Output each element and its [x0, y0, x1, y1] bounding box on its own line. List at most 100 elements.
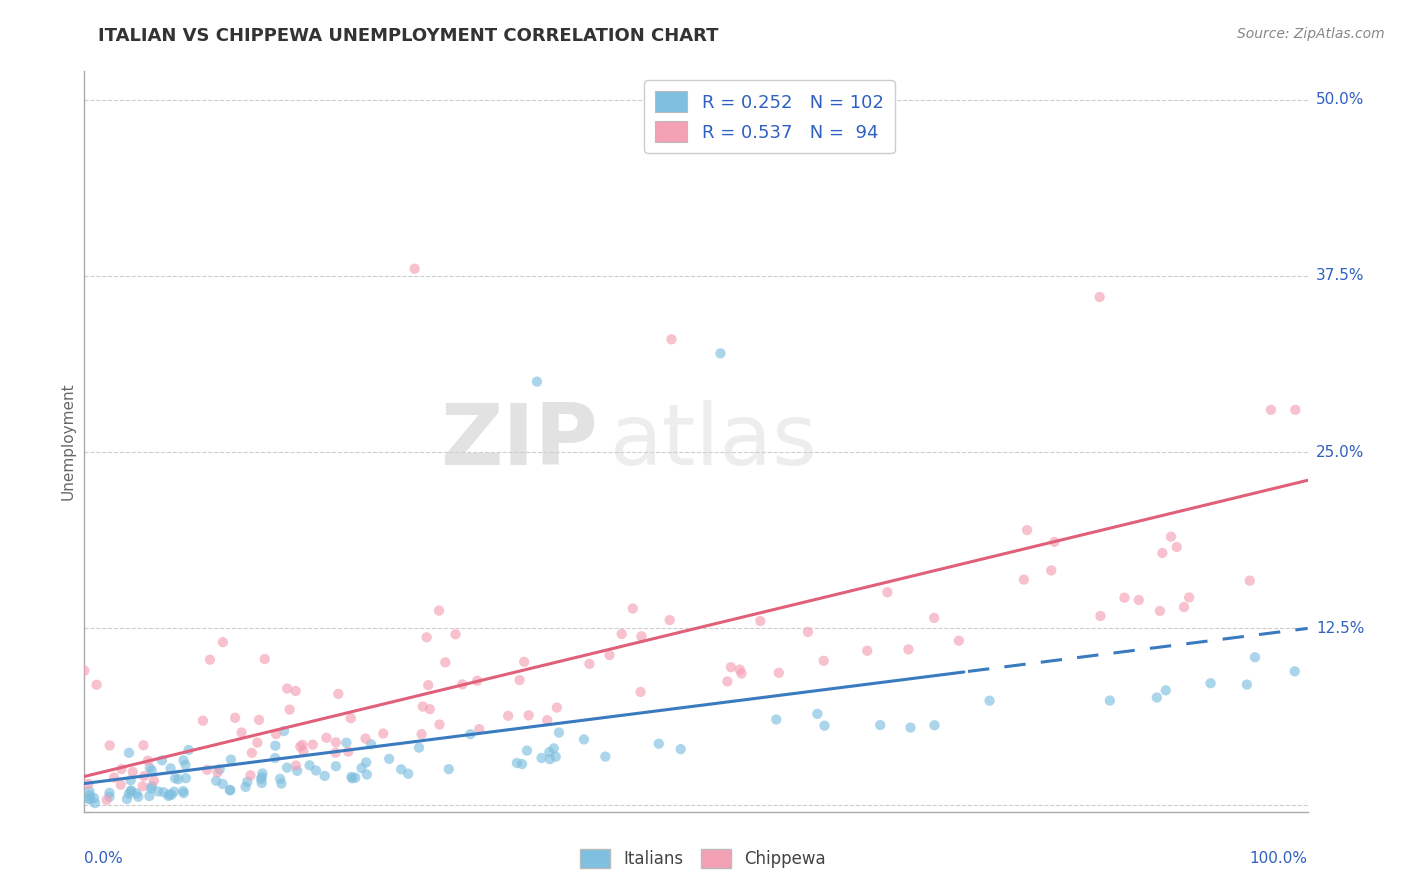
Point — [1149, 604, 1171, 618]
Point — [728, 663, 751, 677]
Point — [173, 786, 195, 800]
Point — [513, 655, 536, 669]
Point — [96, 793, 118, 807]
Point — [900, 721, 922, 735]
Point — [325, 735, 347, 749]
Point — [544, 749, 567, 764]
Point — [768, 665, 790, 680]
Point — [378, 752, 401, 766]
Point — [578, 657, 600, 671]
Text: ZIP: ZIP — [440, 400, 598, 483]
Point — [979, 694, 1001, 708]
Point — [621, 601, 644, 615]
Text: atlas: atlas — [610, 400, 818, 483]
Point — [84, 796, 107, 810]
Point — [856, 644, 879, 658]
Point — [131, 779, 153, 793]
Point — [291, 738, 314, 752]
Point — [418, 678, 440, 692]
Text: Source: ZipAtlas.com: Source: ZipAtlas.com — [1237, 27, 1385, 41]
Point — [337, 745, 360, 759]
Point — [648, 737, 671, 751]
Text: ITALIAN VS CHIPPEWA UNEMPLOYMENT CORRELATION CHART: ITALIAN VS CHIPPEWA UNEMPLOYMENT CORRELA… — [98, 27, 718, 45]
Point — [276, 761, 298, 775]
Point — [1166, 540, 1188, 554]
Point — [219, 783, 242, 797]
Point — [208, 762, 231, 776]
Point — [658, 613, 681, 627]
Point — [354, 756, 377, 770]
Point — [98, 789, 121, 804]
Point — [496, 708, 519, 723]
Point — [83, 791, 105, 805]
Point — [118, 787, 141, 801]
Point — [150, 753, 173, 767]
Point — [115, 792, 138, 806]
Legend: R = 0.252   N = 102, R = 0.537   N =  94: R = 0.252 N = 102, R = 0.537 N = 94 — [644, 80, 894, 153]
Point — [77, 777, 100, 791]
Point — [1154, 683, 1177, 698]
Point — [219, 783, 242, 797]
Point — [79, 789, 101, 803]
Point — [465, 673, 488, 688]
Point — [572, 732, 595, 747]
Point — [510, 757, 533, 772]
Y-axis label: Unemployment: Unemployment — [60, 383, 76, 500]
Point — [354, 731, 377, 746]
Point — [191, 714, 214, 728]
Point — [730, 666, 752, 681]
Point — [250, 770, 273, 784]
Point — [250, 772, 273, 787]
Point — [1178, 591, 1201, 605]
Text: 100.0%: 100.0% — [1250, 851, 1308, 865]
Point — [344, 771, 367, 785]
Point — [1128, 593, 1150, 607]
Point — [1043, 535, 1066, 549]
Point — [167, 772, 190, 787]
Point — [157, 789, 180, 803]
Point — [120, 773, 142, 788]
Point — [127, 789, 149, 804]
Point — [419, 702, 441, 716]
Point — [207, 765, 229, 780]
Point — [661, 332, 683, 346]
Point — [342, 772, 364, 786]
Point — [720, 660, 742, 674]
Legend: Italians, Chippewa: Italians, Chippewa — [574, 842, 832, 875]
Point — [211, 777, 233, 791]
Point — [121, 764, 143, 779]
Point — [468, 722, 491, 736]
Point — [132, 738, 155, 752]
Point — [948, 633, 970, 648]
Point — [328, 687, 350, 701]
Point — [339, 711, 361, 725]
Point — [543, 741, 565, 756]
Point — [1284, 665, 1306, 679]
Point — [408, 740, 430, 755]
Point — [709, 346, 731, 360]
Point — [120, 784, 142, 798]
Point — [1017, 523, 1039, 537]
Point — [235, 780, 257, 794]
Point — [276, 681, 298, 696]
Point — [246, 736, 269, 750]
Point — [1090, 609, 1112, 624]
Point — [110, 762, 132, 776]
Point — [598, 648, 620, 662]
Point — [159, 761, 181, 775]
Point — [516, 743, 538, 757]
Point — [813, 654, 835, 668]
Point — [264, 739, 287, 753]
Point — [1173, 599, 1195, 614]
Point — [530, 751, 553, 765]
Point — [630, 685, 652, 699]
Point — [460, 727, 482, 741]
Point — [250, 776, 273, 790]
Point — [546, 700, 568, 714]
Point — [284, 758, 307, 772]
Point — [143, 773, 166, 788]
Point — [765, 713, 787, 727]
Point — [437, 762, 460, 776]
Point — [1040, 564, 1063, 578]
Point — [1236, 677, 1258, 691]
